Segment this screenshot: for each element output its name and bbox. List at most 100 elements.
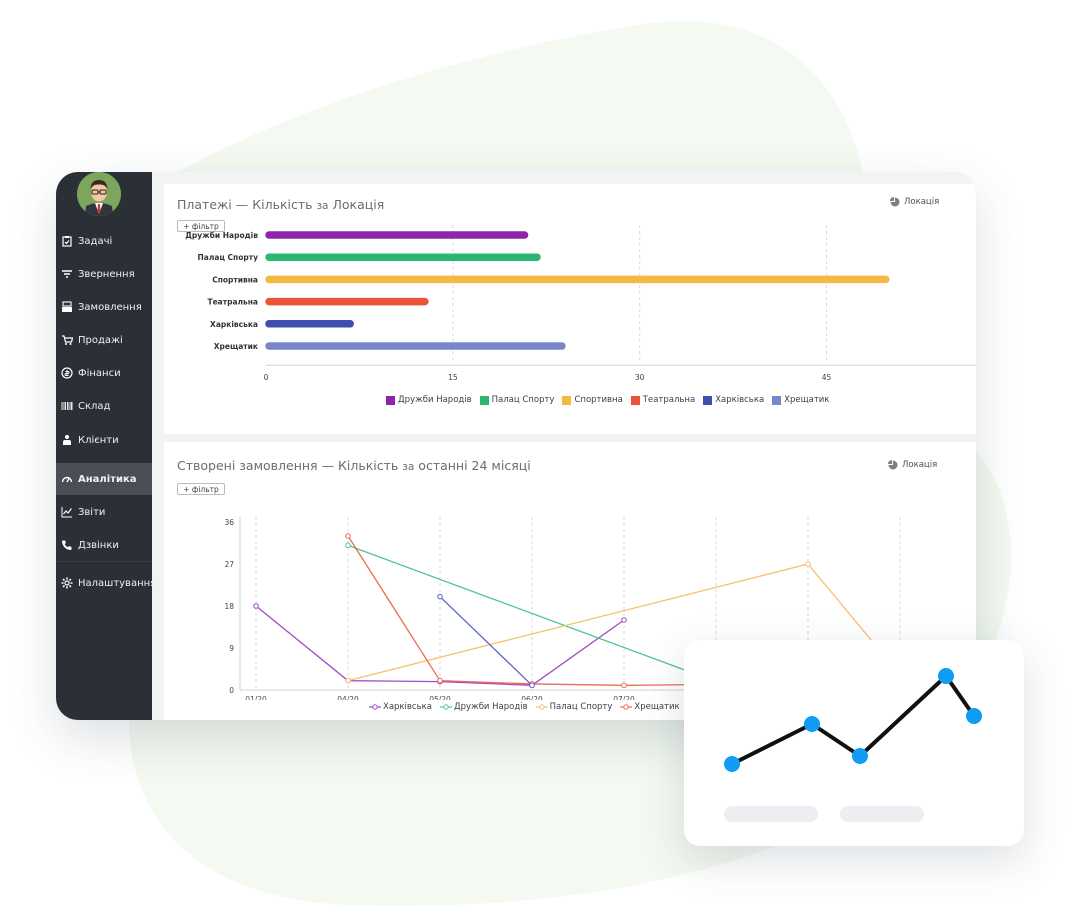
data-point[interactable]: [621, 682, 627, 689]
mini-series-line: [731, 674, 976, 766]
sidebar-item-1[interactable]: Звернення: [56, 258, 152, 290]
users-icon: [63, 435, 71, 445]
series-line[interactable]: [347, 544, 689, 672]
legend-item[interactable]: Дружби Народів: [386, 395, 472, 405]
sidebar-item-label: Замовлення: [78, 301, 142, 313]
sidebar-item-7[interactable]: Аналітика: [56, 463, 152, 495]
data-point[interactable]: [253, 603, 259, 609]
metric-selector[interactable]: Кількість: [252, 197, 313, 212]
series-line[interactable]: [439, 596, 533, 686]
data-point[interactable]: [437, 677, 443, 684]
period-selector[interactable]: останні 24 місяці: [418, 458, 531, 473]
add-filter-button[interactable]: + фільтр: [177, 483, 225, 495]
legend-item[interactable]: Спортивна: [562, 395, 623, 405]
sidebar-item-label: Продажі: [78, 334, 123, 346]
sidebar-item-label: Задачі: [78, 235, 113, 247]
sidebar-item-8[interactable]: Звіти: [56, 496, 152, 528]
legend-item[interactable]: Дружби Народів: [439, 702, 528, 712]
legend-item[interactable]: Палац Спорту: [535, 702, 613, 712]
data-point[interactable]: [345, 533, 351, 539]
legend-marker-icon: [439, 704, 452, 710]
sidebar: Задачі Звернення Замовлення Продажі Фінанси С…: [56, 172, 156, 720]
y-tick-label: 27: [224, 560, 234, 569]
pie-chart-icon: [890, 197, 900, 207]
legend-item[interactable]: Харківська: [703, 395, 764, 405]
card-title-text: Створені замовлення: [177, 458, 318, 473]
sidebar-item-3[interactable]: Продажі: [56, 324, 152, 356]
data-point[interactable]: [345, 542, 351, 549]
y-tick-label: 18: [224, 602, 234, 611]
location-toggle[interactable]: Локація: [888, 460, 937, 470]
x-tick-label: 45: [822, 373, 832, 382]
sidebar-item-0[interactable]: Задачі: [56, 225, 152, 257]
sidebar-item-label: Клієнти: [78, 434, 119, 446]
legend-label: Дружби Народів: [453, 702, 528, 712]
sidebar-item-6[interactable]: Клієнти: [56, 424, 152, 456]
legend-label: Палац Спорту: [549, 702, 613, 712]
mini-data-point: [804, 716, 820, 732]
data-point[interactable]: [529, 682, 535, 689]
legend-swatch: [386, 395, 395, 405]
legend-swatch: [703, 395, 713, 405]
legend-label: Дружби Народів: [398, 395, 472, 405]
gauge-icon: [61, 476, 73, 483]
legend-item[interactable]: Хрещатик: [772, 395, 829, 405]
placeholder-bar: [840, 806, 924, 822]
mini-chart-card: [684, 640, 1024, 846]
legend-label: Харківська: [383, 702, 432, 712]
legend-swatch: [772, 395, 782, 405]
card-title-text: Платежі: [177, 197, 232, 212]
sidebar-item-label: Фінанси: [78, 367, 121, 379]
add-filter-button[interactable]: + фільтр: [177, 220, 225, 232]
sidebar-item-2[interactable]: Замовлення: [56, 291, 152, 323]
location-toggle[interactable]: Локація: [890, 197, 939, 207]
payments-card-title: Платежі — Кількість за Локація: [177, 197, 384, 212]
orders-card-title: Створені замовлення — Кількість за остан…: [177, 458, 531, 473]
sidebar-item-4[interactable]: Фінанси: [56, 357, 152, 389]
orders-line-chart: 0 9 18 27 36 01/20 04/20 05/20 06/20 07/20: [224, 517, 976, 700]
filter-lines-icon: [62, 270, 72, 278]
category-label: Хрещатик: [214, 342, 258, 351]
x-tick-label: 0: [264, 373, 269, 382]
data-point[interactable]: [437, 593, 443, 600]
legend-label: Спортивна: [574, 395, 623, 405]
analytics-app-window: Задачі Звернення Замовлення Продажі Фінанси С…: [56, 172, 976, 720]
legend-marker-icon: [620, 704, 633, 710]
sidebar-item-9[interactable]: Дзвінки: [56, 529, 152, 561]
metric-selector[interactable]: Кількість: [338, 458, 399, 473]
by-word: за: [316, 200, 329, 212]
data-point[interactable]: [805, 561, 811, 567]
location-label: Локація: [904, 197, 940, 207]
y-tick-label: 9: [229, 644, 234, 653]
mini-data-point: [724, 756, 740, 772]
y-tick-label: 0: [229, 686, 234, 695]
legend-item[interactable]: Палац Спорту: [479, 395, 554, 405]
placeholder-bar: [724, 806, 818, 822]
legend-item[interactable]: Хрещатик: [620, 702, 680, 712]
payments-bar-chart: 0 15 30 45 Дружби Народів Палац Спорту Спортив…: [185, 222, 976, 382]
sidebar-item-label: Дзвінки: [78, 539, 119, 551]
data-point[interactable]: [621, 617, 627, 623]
x-tick-label: 30: [635, 373, 645, 382]
sidebar-divider: [56, 561, 152, 562]
dimension-selector[interactable]: Локація: [332, 197, 385, 212]
legend-swatch: [562, 395, 572, 405]
data-point[interactable]: [345, 677, 351, 684]
cash-register-icon: [62, 301, 72, 312]
y-tick-label: 36: [224, 518, 234, 527]
sidebar-item-5[interactable]: Склад: [56, 390, 152, 422]
cart-icon: [62, 335, 73, 345]
avatar[interactable]: [77, 172, 121, 216]
sidebar-item-10[interactable]: Налаштування: [56, 567, 156, 599]
by-word: за: [402, 461, 415, 473]
x-tick-label: 06/20: [521, 695, 543, 700]
user-avatar-icon: [77, 172, 121, 216]
legend-label: Харківська: [715, 395, 765, 405]
payments-card: Платежі — Кількість за Локація Локація +…: [164, 184, 976, 434]
category-label: Театральна: [207, 298, 258, 307]
sidebar-item-label: Склад: [78, 400, 111, 412]
location-label: Локація: [902, 460, 938, 470]
legend-item[interactable]: Театральна: [630, 395, 695, 405]
legend-item[interactable]: Харківська: [369, 702, 432, 712]
legend-swatch: [630, 395, 640, 405]
